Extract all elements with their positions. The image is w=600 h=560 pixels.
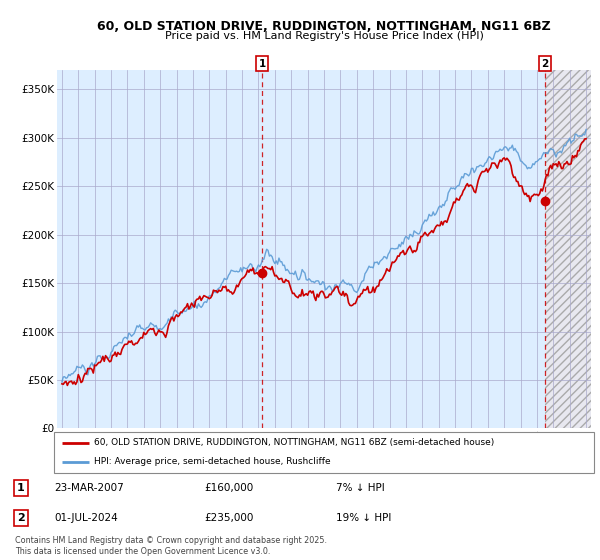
Text: Price paid vs. HM Land Registry's House Price Index (HPI): Price paid vs. HM Land Registry's House … [164, 31, 484, 41]
Text: 60, OLD STATION DRIVE, RUDDINGTON, NOTTINGHAM, NG11 6BZ: 60, OLD STATION DRIVE, RUDDINGTON, NOTTI… [97, 20, 551, 32]
Text: 01-JUL-2024: 01-JUL-2024 [54, 513, 118, 523]
Text: HPI: Average price, semi-detached house, Rushcliffe: HPI: Average price, semi-detached house,… [95, 458, 331, 466]
Text: 19% ↓ HPI: 19% ↓ HPI [336, 513, 391, 523]
Text: 1: 1 [17, 483, 25, 493]
Text: 2: 2 [17, 513, 25, 523]
Text: 1: 1 [259, 59, 266, 69]
Text: 2: 2 [542, 59, 549, 69]
Text: 7% ↓ HPI: 7% ↓ HPI [336, 483, 385, 493]
Text: 60, OLD STATION DRIVE, RUDDINGTON, NOTTINGHAM, NG11 6BZ (semi-detached house): 60, OLD STATION DRIVE, RUDDINGTON, NOTTI… [95, 438, 495, 447]
Bar [545, 70, 591, 428]
Text: £235,000: £235,000 [204, 513, 253, 523]
Text: Contains HM Land Registry data © Crown copyright and database right 2025.
This d: Contains HM Land Registry data © Crown c… [15, 536, 327, 556]
Text: £160,000: £160,000 [204, 483, 253, 493]
Text: 23-MAR-2007: 23-MAR-2007 [54, 483, 124, 493]
